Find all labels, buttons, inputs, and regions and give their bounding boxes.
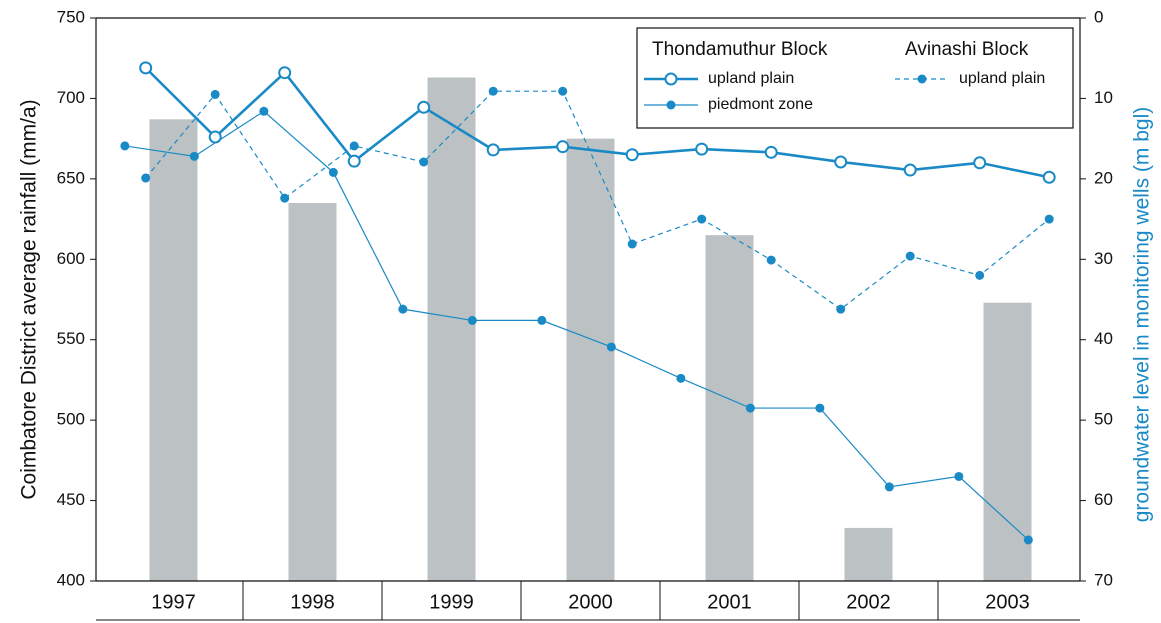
marker — [556, 140, 570, 154]
x-category-label: 1998 — [290, 591, 335, 613]
marker — [139, 61, 153, 75]
marker — [884, 482, 894, 492]
marker — [905, 251, 915, 261]
marker — [280, 193, 290, 203]
y2-tick-label: 10 — [1094, 88, 1113, 107]
legend-group-title: Avinashi Block — [905, 39, 1029, 60]
bar — [566, 138, 615, 581]
bar — [844, 527, 893, 581]
marker — [398, 304, 408, 314]
marker — [1042, 170, 1056, 184]
marker — [606, 342, 616, 352]
y-tick-label: 750 — [57, 7, 85, 26]
marker — [664, 72, 678, 86]
marker — [417, 100, 431, 114]
x-category-label: 1997 — [151, 591, 196, 613]
marker — [745, 403, 755, 413]
marker — [486, 143, 500, 157]
legend-group-title: Thondamuthur Block — [652, 39, 828, 60]
marker — [349, 141, 359, 151]
y-tick-label: 700 — [57, 88, 85, 107]
y-tick-label: 600 — [57, 249, 85, 268]
legend: Thondamuthur Block upland plain piedmont z… — [636, 27, 1074, 129]
marker — [419, 157, 429, 167]
marker — [903, 163, 917, 177]
y-tick-label: 400 — [57, 570, 85, 589]
marker — [189, 151, 199, 161]
y2-tick-label: 0 — [1094, 7, 1103, 26]
bar — [983, 302, 1032, 581]
legend-box — [636, 27, 1074, 129]
y-tick-label: 550 — [57, 329, 85, 348]
x-category-label: 2002 — [846, 591, 891, 613]
marker — [627, 239, 637, 249]
marker — [917, 74, 927, 84]
bar — [149, 119, 198, 581]
marker — [836, 304, 846, 314]
marker — [537, 315, 547, 325]
marker — [278, 66, 292, 80]
x-category-label: 1999 — [429, 591, 474, 613]
y-tick-label: 650 — [57, 168, 85, 187]
marker — [328, 167, 338, 177]
series-line — [124, 110, 1029, 541]
x-category-label: 2003 — [985, 591, 1030, 613]
x-category-label: 2001 — [707, 591, 752, 613]
y-tick-label: 500 — [57, 410, 85, 429]
legend-label: piedmont zone — [708, 96, 813, 113]
legend-label: upland plain — [708, 70, 794, 87]
marker — [973, 156, 987, 170]
bar — [705, 235, 754, 581]
x-category-label: 2000 — [568, 591, 613, 613]
marker — [625, 148, 639, 162]
y2-tick-label: 60 — [1094, 490, 1113, 509]
marker — [697, 214, 707, 224]
y2-tick-label: 20 — [1094, 168, 1113, 187]
marker — [834, 155, 848, 169]
marker — [120, 141, 130, 151]
marker — [815, 403, 825, 413]
y2-tick-label: 40 — [1094, 329, 1113, 348]
marker — [695, 142, 709, 156]
y2-tick-label: 50 — [1094, 410, 1113, 429]
legend-label: upland plain — [959, 70, 1045, 87]
y-tick-label: 450 — [57, 490, 85, 509]
marker — [558, 86, 568, 96]
marker — [210, 89, 220, 99]
marker — [666, 100, 676, 110]
series-line — [144, 66, 1050, 179]
marker — [488, 86, 498, 96]
y2-tick-label: 70 — [1094, 570, 1113, 589]
marker — [1044, 214, 1054, 224]
marker — [764, 145, 778, 159]
y-axis-title: Coimbatore District average rainfall (mm… — [18, 99, 41, 499]
marker — [975, 270, 985, 280]
bar — [288, 202, 337, 581]
marker — [1023, 535, 1033, 545]
marker — [467, 315, 477, 325]
marker — [259, 106, 269, 116]
marker — [141, 173, 151, 183]
marker — [766, 255, 776, 265]
marker — [676, 373, 686, 383]
bar — [427, 77, 476, 581]
marker — [954, 471, 964, 481]
y2-axis-title: groundwater level in monitoring wells (m… — [1131, 107, 1154, 523]
marker — [347, 154, 361, 168]
y2-tick-label: 30 — [1094, 249, 1113, 268]
